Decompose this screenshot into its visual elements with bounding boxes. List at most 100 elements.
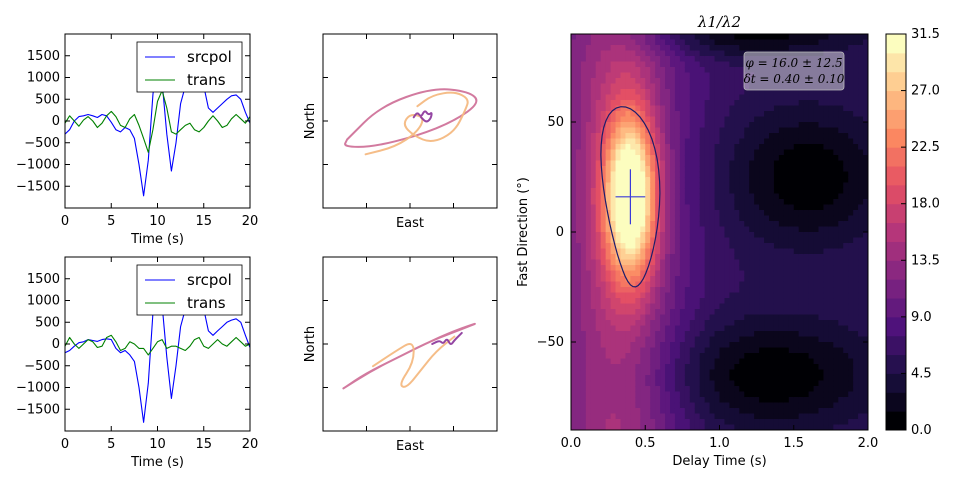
heatmap-cell [665,78,671,85]
heatmap-cell [783,34,790,41]
heatmap-cell [729,50,735,57]
heatmap-cell [828,39,834,46]
heatmap-cell [625,210,631,217]
heatmap-cell [635,138,641,145]
heatmap-cell [783,122,790,129]
heatmap-cell [773,72,780,79]
heatmap-cell [783,325,790,332]
heatmap-cell [674,67,681,74]
heatmap-cell [694,281,701,288]
heatmap-cell [734,61,740,68]
heatmap-cell [595,386,602,393]
heatmap-cell [635,39,641,46]
heatmap-cell [764,111,770,118]
heatmap-cell [858,182,864,189]
heatmap-cell [863,254,868,261]
heatmap-cell [858,243,864,250]
heatmap-cell [828,94,834,101]
heatmap-cell [853,358,859,365]
heatmap-cell [783,347,790,354]
heatmap-cell [778,149,785,156]
heatmap-cell [803,408,810,415]
heatmap-cell [838,210,844,217]
heatmap-cell [640,375,646,382]
heatmap-cell [620,166,627,173]
heatmap-cell [571,402,577,409]
heatmap-cell [813,342,820,349]
heatmap-cell [744,204,750,211]
heatmap-cell [798,215,805,222]
heatmap-cell [689,314,696,321]
heatmap-cell [818,182,825,189]
heatmap-cell [571,281,577,288]
heatmap-cell [610,204,617,211]
heatmap-cell [640,353,646,360]
heatmap-cell [754,237,760,244]
heatmap-cell [699,331,706,338]
heatmap-cell [655,171,661,178]
heatmap-cell [803,391,810,398]
heatmap-cell [660,204,666,211]
heatmap-cell [754,83,760,90]
heatmap-cell [848,309,854,316]
heatmap-cell [635,364,641,371]
heatmap-cell [833,144,839,151]
heatmap-cell [610,160,617,167]
heatmap-cell [783,89,790,96]
heatmap-cell [749,122,755,129]
heatmap-cell [640,166,646,173]
heatmap-cell [729,303,735,310]
heatmap-cell [838,380,844,387]
heatmap-cell [714,347,721,354]
heatmap-cell [704,127,711,134]
heatmap-cell [660,254,666,261]
heatmap-cell [724,94,730,101]
heatmap-cell [848,166,854,173]
heatmap-cell [749,45,755,52]
heatmap-cell [813,353,820,360]
heatmap-cell [620,402,627,409]
heatmap-cell [665,259,671,266]
heatmap-cell [625,56,631,63]
heatmap-cell [580,100,587,107]
heatmap-cell [833,215,839,222]
heatmap-cell [858,237,864,244]
heatmap-cell [595,78,602,85]
heatmap-cell [769,254,775,261]
heatmap-cell [704,72,711,79]
heatmap-cell [655,105,661,112]
heatmap-cell [833,270,839,277]
heatmap-cell [674,314,681,321]
heatmap-cell [793,78,800,85]
heatmap-cell [823,358,829,365]
legend-label-trans: trans [187,71,226,89]
heatmap-cell [749,111,755,118]
heatmap-cell [769,287,775,294]
heatmap-cell [818,50,825,57]
heatmap-cell [571,166,577,173]
heatmap-cell [858,111,864,118]
heatmap-cell [660,193,666,200]
heatmap-cell [724,215,730,222]
heatmap-cell [739,265,745,272]
heatmap-cell [645,413,651,420]
heatmap-cell [665,380,671,387]
heatmap-cell [848,221,854,228]
heatmap-cell [600,166,607,173]
heatmap-cell [858,413,864,420]
heatmap-cell [739,402,745,409]
heatmap-cell [823,78,829,85]
heatmap-cell [783,309,790,316]
heatmap-cell [769,325,775,332]
heatmap-cell [803,215,810,222]
heatmap-cell [793,72,800,79]
heatmap-cell [863,45,868,52]
heatmap-cell [818,138,825,145]
heatmap-cell [610,56,617,63]
heatmap-cell [793,144,800,151]
heatmap-cell [694,336,701,343]
heatmap-cell [684,419,691,426]
heatmap-cell [798,182,805,189]
heatmap-cell [749,94,755,101]
heatmap-cell [788,105,795,112]
